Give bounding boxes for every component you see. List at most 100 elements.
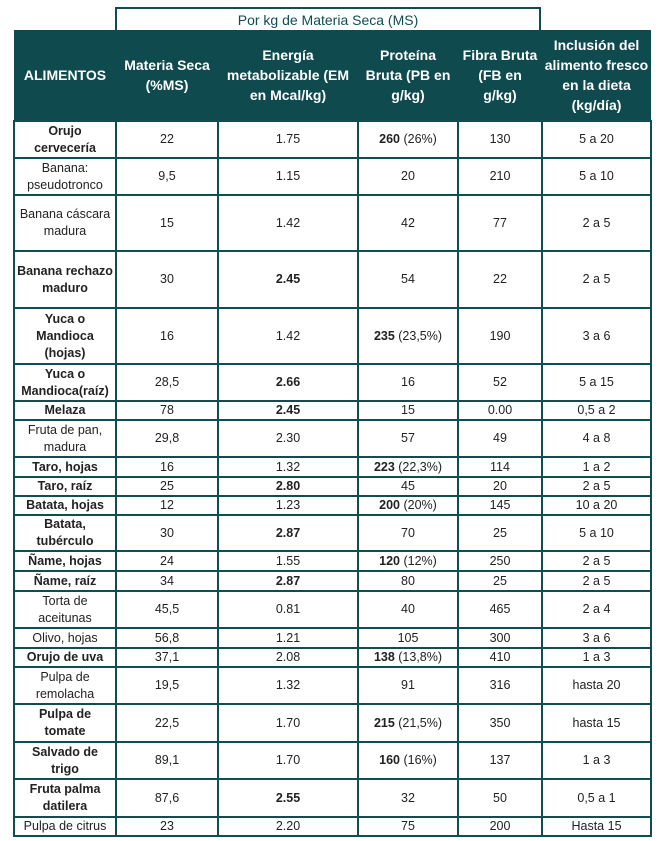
inclusion-cell: 0,5 a 1 <box>541 778 652 818</box>
energia-cell: 1.23 <box>217 495 359 516</box>
energia-cell: 2.66 <box>217 363 359 402</box>
fibra-cell: 350 <box>457 703 543 743</box>
proteina-cell: 15 <box>357 400 459 421</box>
inclusion-cell: 5 a 15 <box>541 363 652 402</box>
proteina-value: 57 <box>401 431 415 445</box>
food-name-cell: Ñame, hojas <box>13 550 117 572</box>
energia-cell: 2.08 <box>217 647 359 668</box>
energia-cell: 1.70 <box>217 703 359 743</box>
energia-cell: 2.87 <box>217 570 359 592</box>
table-row: Salvado de trigo 89,1 1.70 160 (16%) 137 1 a … <box>13 741 652 780</box>
materia-seca-cell: 12 <box>115 495 219 516</box>
proteina-percent: (21,5%) <box>394 715 443 730</box>
inclusion-cell: 2 a 5 <box>541 250 652 309</box>
proteina-cell: 16 <box>357 363 459 402</box>
energia-cell: 1.75 <box>217 120 359 159</box>
energia-cell: 1.70 <box>217 741 359 780</box>
feed-table: ALIMENTOS Materia Seca (%MS) Energía met… <box>13 30 652 837</box>
fibra-cell: 25 <box>457 570 543 592</box>
materia-seca-cell: 9,5 <box>115 157 219 196</box>
proteina-value: 260 <box>379 132 401 146</box>
food-name-cell: Pulpa de citrus <box>13 816 117 837</box>
fibra-cell: 200 <box>457 816 543 837</box>
table-row: Ñame, raíz 34 2.87 80 25 2 a 5 <box>13 570 652 592</box>
energia-cell: 2.55 <box>217 778 359 818</box>
inclusion-cell: 0,5 a 2 <box>541 400 652 421</box>
col-header-fibra: Fibra Bruta (FB en g/kg) <box>458 30 542 121</box>
materia-seca-cell: 30 <box>115 250 219 309</box>
proteina-cell: 75 <box>357 816 459 837</box>
inclusion-cell: 5 a 10 <box>541 157 652 196</box>
proteina-value: 70 <box>401 525 415 540</box>
col-header-inclusion: Inclusión del alimento fresco en la diet… <box>542 30 651 121</box>
inclusion-cell: 2 a 4 <box>541 590 652 629</box>
food-name-cell: Yuca o Mandioca (hojas) <box>13 307 117 365</box>
materia-seca-cell: 89,1 <box>115 741 219 780</box>
proteina-percent: (20%) <box>400 498 437 512</box>
inclusion-cell: Hasta 15 <box>541 816 652 837</box>
fibra-cell: 145 <box>457 495 543 516</box>
food-name-cell: Yuca o Mandioca(raíz) <box>13 363 117 402</box>
proteina-cell: 32 <box>357 778 459 818</box>
energia-cell: 2.20 <box>217 816 359 837</box>
food-name-cell: Banana: pseudotronco <box>13 157 117 196</box>
header-row: ALIMENTOS Materia Seca (%MS) Energía met… <box>14 30 651 121</box>
materia-seca-cell: 87,6 <box>115 778 219 818</box>
materia-seca-cell: 19,5 <box>115 666 219 705</box>
materia-seca-cell: 16 <box>115 456 219 478</box>
energia-cell: 2.45 <box>217 400 359 421</box>
proteina-value: 105 <box>397 630 419 645</box>
proteina-cell: 54 <box>357 250 459 309</box>
energia-cell: 1.21 <box>217 627 359 649</box>
materia-seca-cell: 30 <box>115 514 219 552</box>
table-row: Batata, tubérculo 30 2.87 70 25 5 a 10 <box>13 514 652 552</box>
food-name-cell: Ñame, raíz <box>13 570 117 592</box>
proteina-value: 200 <box>379 498 401 512</box>
energia-cell: 1.32 <box>217 666 359 705</box>
proteina-cell: 215 (21,5%) <box>357 703 459 743</box>
materia-seca-cell: 23 <box>115 816 219 837</box>
proteina-cell: 20 <box>357 157 459 196</box>
proteina-percent: (13,8%) <box>394 650 443 664</box>
food-name-cell: Torta de aceitunas <box>13 590 117 629</box>
fibra-cell: 77 <box>457 194 543 252</box>
proteina-cell: 57 <box>357 419 459 458</box>
proteina-percent: (23,5%) <box>394 328 443 343</box>
materia-seca-cell: 25 <box>115 476 219 497</box>
col-header-energia: Energía metabolizable (EM en Mcal/kg) <box>218 30 358 121</box>
proteina-value: 215 <box>373 715 395 730</box>
proteina-value: 80 <box>401 573 415 588</box>
fibra-cell: 50 <box>457 778 543 818</box>
proteina-cell: 105 <box>357 627 459 649</box>
materia-seca-cell: 45,5 <box>115 590 219 629</box>
materia-seca-cell: 34 <box>115 570 219 592</box>
food-name-cell: Taro, raíz <box>13 476 117 497</box>
proteina-value: 235 <box>373 328 395 343</box>
fibra-cell: 190 <box>457 307 543 365</box>
fibra-cell: 250 <box>457 550 543 572</box>
energia-cell: 1.15 <box>217 157 359 196</box>
energia-cell: 2.87 <box>217 514 359 552</box>
energia-cell: 0.81 <box>217 590 359 629</box>
food-name-cell: Batata, tubérculo <box>13 514 117 552</box>
col-header-materia-seca: Materia Seca (%MS) <box>116 30 218 121</box>
fibra-cell: 22 <box>457 250 543 309</box>
food-name-cell: Banana cáscara madura <box>13 194 117 252</box>
proteina-value: 160 <box>379 753 401 767</box>
proteina-value: 42 <box>401 215 415 230</box>
proteina-value: 120 <box>379 553 401 568</box>
inclusion-cell: 5 a 10 <box>541 514 652 552</box>
proteina-percent: (12%) <box>400 553 437 568</box>
materia-seca-cell: 22,5 <box>115 703 219 743</box>
fibra-cell: 0.00 <box>457 400 543 421</box>
inclusion-cell: 2 a 5 <box>541 194 652 252</box>
inclusion-cell: 3 a 6 <box>541 627 652 649</box>
proteina-cell: 200 (20%) <box>357 495 459 516</box>
fibra-cell: 114 <box>457 456 543 478</box>
food-name-cell: Batata, hojas <box>13 495 117 516</box>
proteina-cell: 160 (16%) <box>357 741 459 780</box>
inclusion-cell: 2 a 5 <box>541 570 652 592</box>
materia-seca-cell: 22 <box>115 120 219 159</box>
fibra-cell: 137 <box>457 741 543 780</box>
proteina-cell: 42 <box>357 194 459 252</box>
